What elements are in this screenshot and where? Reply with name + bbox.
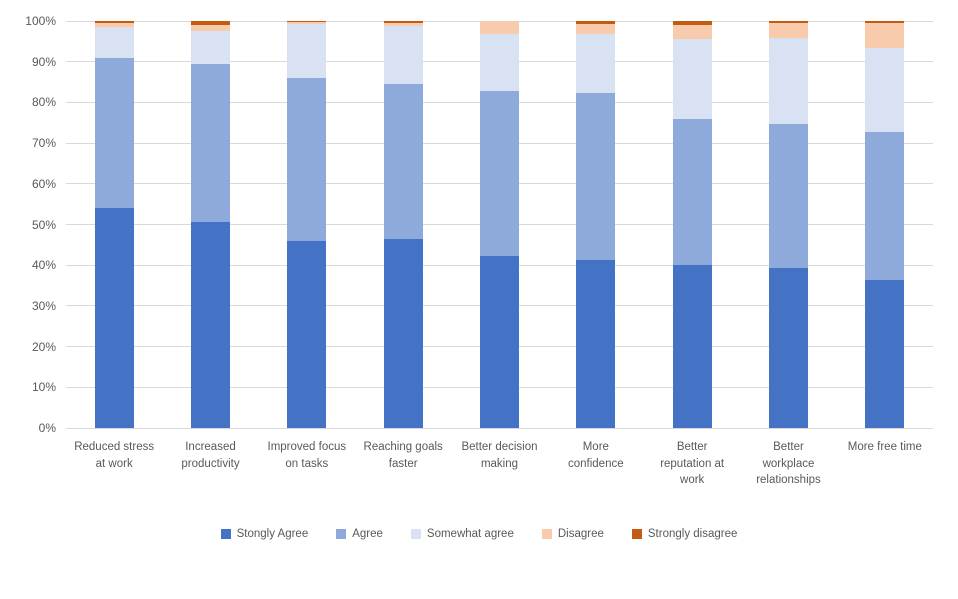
y-axis-tick-label: 50%: [31, 217, 56, 232]
bar-segment: [576, 93, 616, 261]
y-axis-tick-label: 0%: [38, 421, 56, 435]
legend-item: Somewhat agree: [410, 528, 514, 540]
bar-segment: [576, 260, 616, 428]
bar-segment: [480, 21, 519, 35]
legend-item: Stongly Agree: [220, 528, 309, 540]
x-axis-category-label: Improved focus on tasks: [267, 441, 347, 470]
bar-segment: [94, 23, 134, 28]
x-axis-category-label: More free time: [847, 441, 922, 453]
bar-segment: [191, 21, 230, 26]
x-axis-category-label: Better workplace relationships: [756, 441, 821, 487]
legend-item: Disagree: [541, 528, 604, 540]
bar-segment: [769, 123, 808, 269]
bar-segment: [383, 21, 423, 24]
y-axis-tick-label: 40%: [31, 258, 56, 273]
bar-segment: [191, 25, 230, 32]
bar-segment: [94, 57, 134, 209]
legend-label: Strongly disagree: [647, 528, 738, 540]
bar-segment: [383, 25, 423, 85]
legend: Stongly Agree Agree Somewhat agree Disagree…: [0, 528, 958, 540]
y-axis-tick-label: 100%: [25, 14, 56, 28]
legend-label: Somewhat agree: [426, 528, 514, 540]
bar-segment: [383, 84, 423, 240]
bar-segment: [672, 265, 712, 428]
x-axis-category-label: More confidence: [568, 441, 624, 470]
y-axis-tick-label: 80%: [31, 95, 56, 110]
bar-segment: [480, 91, 519, 256]
y-axis-tick-label: 70%: [31, 136, 56, 151]
bar-segment: [576, 21, 616, 24]
bar-segment: [94, 208, 134, 428]
bar-segment: [672, 25, 712, 39]
legend-label: Agree: [352, 528, 383, 540]
bar-segment: [287, 240, 327, 428]
legend-item: Agree: [336, 528, 383, 540]
bar-segment: [576, 23, 616, 35]
y-axis-tick-label: 90%: [31, 54, 56, 69]
y-axis-tick-label: 20%: [31, 339, 56, 354]
bar-segment: [287, 23, 327, 78]
bar-segment: [672, 38, 712, 119]
bar-segment: [287, 77, 327, 241]
legend-swatch-icon: [410, 529, 421, 539]
bar-segment: [672, 21, 712, 26]
bar-segment: [865, 47, 905, 133]
x-axis-category-label: Better reputation at work: [660, 441, 725, 487]
gridline: [66, 427, 933, 429]
legend-item: Strongly disagree: [631, 528, 738, 540]
y-axis-tick-label: 30%: [31, 298, 56, 313]
bar-segment: [672, 118, 712, 266]
bar-segment: [576, 34, 616, 94]
bar-segment: [865, 21, 905, 24]
legend-label: Disagree: [557, 528, 604, 540]
bar-segment: [191, 222, 230, 428]
bar-segment: [191, 63, 230, 223]
x-axis-category-label: Better decision making: [461, 441, 538, 470]
bar-segment: [287, 22, 327, 24]
bar-segment: [769, 23, 808, 39]
bar-segment: [865, 23, 905, 48]
x-axis-category-label: Reaching goals faster: [363, 441, 443, 470]
bar-segment: [383, 23, 423, 26]
bar-segment: [769, 38, 808, 124]
bar-segment: [94, 27, 134, 58]
legend-swatch-icon: [631, 529, 642, 539]
bar-segment: [191, 31, 230, 64]
bar-segment: [769, 21, 808, 24]
y-axis-tick-label: 60%: [31, 176, 56, 191]
bar-segment: [287, 21, 327, 23]
bar-segment: [94, 21, 134, 24]
x-axis-category-label: Increased productivity: [181, 441, 240, 470]
bar-segment: [865, 132, 905, 281]
x-axis-category-label: Reduced stress at work: [74, 441, 155, 470]
bar-segment: [480, 34, 519, 91]
legend-swatch-icon: [220, 529, 231, 539]
legend-label: Stongly Agree: [236, 528, 309, 540]
y-axis-tick-label: 10%: [31, 380, 56, 395]
legend-swatch-icon: [336, 529, 347, 539]
bar-segment: [769, 268, 808, 428]
bar-segment: [383, 239, 423, 428]
bar-segment: [865, 280, 905, 428]
bar-segment: [480, 255, 519, 428]
legend-swatch-icon: [541, 529, 552, 539]
